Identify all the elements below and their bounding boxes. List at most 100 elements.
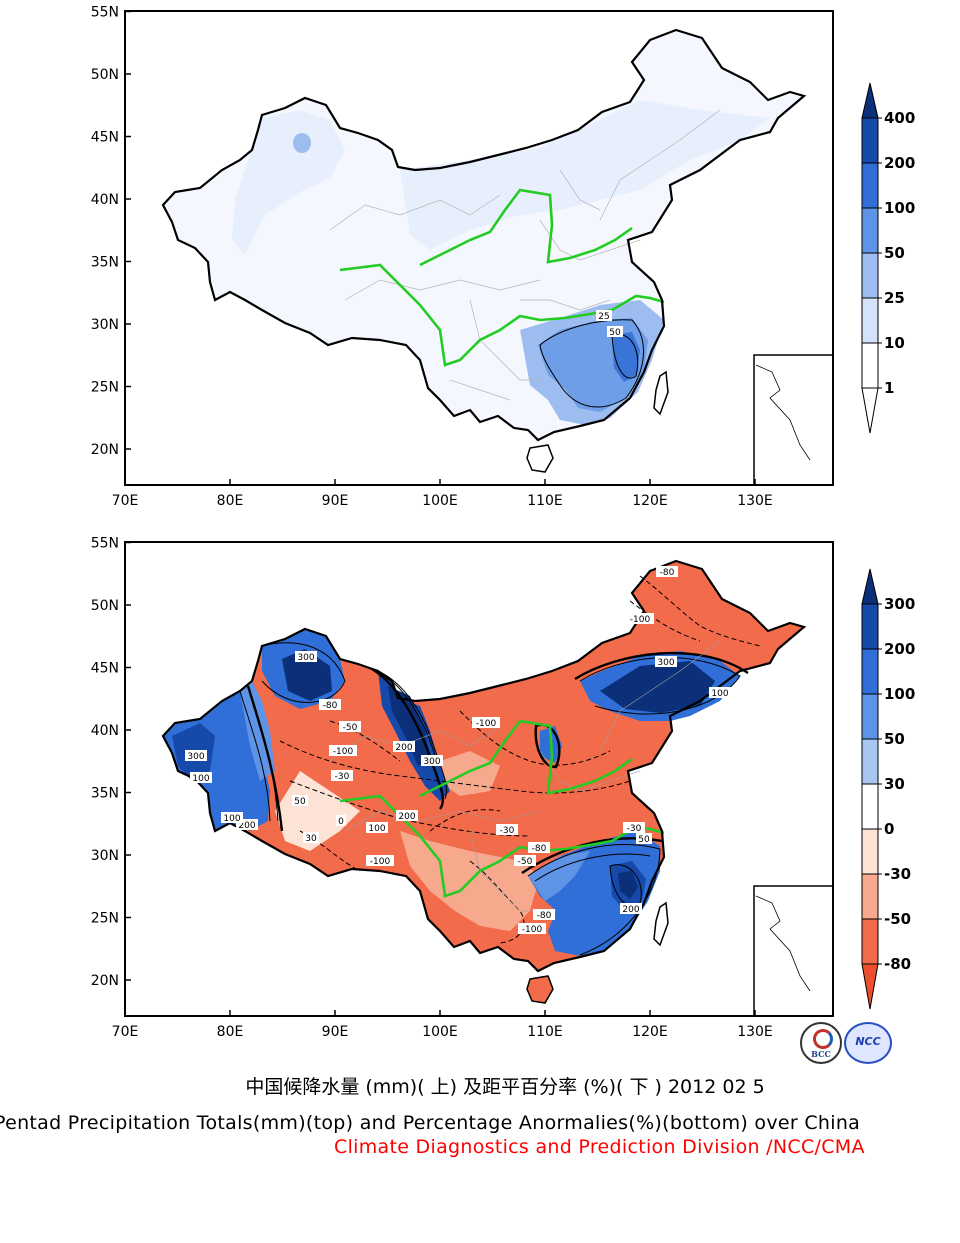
lat-tick-label: 40N	[91, 723, 119, 739]
contour-label-box	[236, 819, 258, 830]
colorbar-tick-label: 100	[884, 685, 915, 703]
lon-tick-label: 70E	[112, 1024, 139, 1040]
contour-label-box	[656, 566, 678, 577]
lon-tick-label: 80E	[217, 493, 244, 509]
contour-label-box	[396, 810, 418, 821]
contour-label: 300	[187, 752, 204, 762]
colorbar-box	[861, 873, 879, 920]
bottom-region-altai-300	[282, 649, 332, 701]
bottom-region-southeast-50	[528, 851, 590, 901]
contour-label-box	[514, 855, 536, 866]
contour-label: -80	[532, 844, 547, 854]
lon-tick-label: 90E	[322, 1024, 349, 1040]
lat-tick-label: 50N	[91, 598, 119, 614]
contour-label-box	[518, 923, 546, 934]
lon-tick-label: 80E	[217, 1024, 244, 1040]
contour-label-box	[596, 310, 612, 321]
contour-label: -30	[500, 826, 515, 836]
ncc-logo-text: NCC	[855, 1035, 881, 1048]
contour-label: 0	[338, 817, 344, 827]
top-colorbar: 400 200 100 50 25 10 1	[861, 82, 915, 434]
contour-label: 300	[423, 757, 440, 767]
bottom-yellow-river	[419, 719, 633, 798]
bottom-yangtze-river	[339, 794, 665, 898]
lon-tick-label: 120E	[632, 1024, 668, 1040]
lon-tick-label: 70E	[112, 493, 139, 509]
contour-label: 200	[398, 812, 415, 822]
bottom-region-xinjiang-west	[163, 691, 270, 831]
bottom-region-southeast-300	[618, 871, 638, 899]
top-contour-25	[539, 319, 644, 408]
lon-tick-label: 90E	[322, 493, 349, 509]
contour-label-box	[623, 822, 645, 833]
contour-label: -50	[518, 857, 533, 867]
contour-label: -100	[333, 747, 354, 757]
lat-tick-label: 30N	[91, 317, 119, 333]
contour-label-box	[221, 812, 243, 823]
top-lon-labels: 70E 80E 90E 100E 110E 120E 130E	[112, 479, 773, 509]
contour-label: 300	[657, 658, 674, 668]
colorbar-box	[861, 207, 879, 254]
bottom-positive-contours	[239, 642, 741, 956]
lon-tick-label: 100E	[422, 1024, 458, 1040]
contour-label-box	[620, 903, 642, 914]
top-yellow-river	[419, 188, 633, 267]
colorbar-bottom-arrow	[861, 387, 879, 434]
colorbar-tick-label: 200	[884, 640, 915, 658]
colorbar-box	[861, 342, 879, 389]
colorbar-tick-label: 200	[884, 154, 915, 172]
contour-label: -80	[660, 568, 675, 578]
contour-label: 50	[638, 835, 650, 845]
bottom-inset-coast	[755, 895, 811, 992]
colorbar-tick-label: 1	[884, 379, 894, 397]
colorbar-box	[861, 693, 879, 740]
top-light-region-west	[232, 110, 345, 255]
bcc-emblem-icon	[813, 1029, 833, 1049]
colorbar-tick-label: 30	[884, 775, 905, 793]
lat-tick-label: 45N	[91, 130, 119, 146]
colorbar-box	[861, 603, 879, 650]
bottom-region-west-50	[240, 681, 275, 781]
colorbar-tick-label: 10	[884, 334, 905, 352]
contour-label: -100	[522, 925, 543, 935]
contour-label-box	[336, 815, 346, 826]
caption-chinese: 中国候降水量 (mm)( 上) 及距平百分率 (%)( 下 ) 2012 02 …	[245, 1076, 765, 1098]
contour-label: 25	[598, 312, 609, 322]
contour-label-box	[528, 842, 550, 853]
contour-label-box	[496, 824, 518, 835]
contour-label: 30	[305, 834, 317, 844]
lat-tick-label: 45N	[91, 661, 119, 677]
lon-tick-label: 110E	[527, 493, 563, 509]
colorbar-tick-label: 50	[884, 730, 905, 748]
lon-tick-label: 110E	[527, 1024, 563, 1040]
bottom-region-minus50-center	[440, 751, 500, 796]
bottom-region-northeast-300	[600, 661, 715, 713]
contour-label-box	[185, 750, 207, 761]
colorbar-box	[861, 918, 879, 965]
colorbar-box	[861, 783, 879, 830]
bottom-lat-labels: 55N 50N 45N 40N 35N 30N 25N 20N	[91, 536, 131, 989]
lat-tick-label: 35N	[91, 255, 119, 271]
colorbar-top-arrow	[861, 82, 879, 119]
lat-tick-label: 25N	[91, 380, 119, 396]
colorbar-box	[861, 117, 879, 164]
colorbar-box	[861, 828, 879, 875]
bottom-region-minus30-west	[275, 771, 360, 851]
lat-tick-label: 30N	[91, 848, 119, 864]
lat-tick-label: 50N	[91, 67, 119, 83]
colorbar-tick-label: 0	[884, 820, 894, 838]
lat-tick-label: 40N	[91, 192, 119, 208]
colorbar-top-arrow	[861, 568, 879, 605]
lat-tick-label: 20N	[91, 442, 119, 458]
contour-label: 200	[622, 905, 639, 915]
lon-tick-label: 100E	[422, 493, 458, 509]
colorbar-tick-label: -80	[884, 955, 911, 973]
colorbar-tick-label: -30	[884, 865, 911, 883]
contour-label: 50	[609, 328, 621, 338]
bottom-map-frame	[124, 541, 834, 1017]
colorbar-tick-label: -50	[884, 910, 911, 928]
